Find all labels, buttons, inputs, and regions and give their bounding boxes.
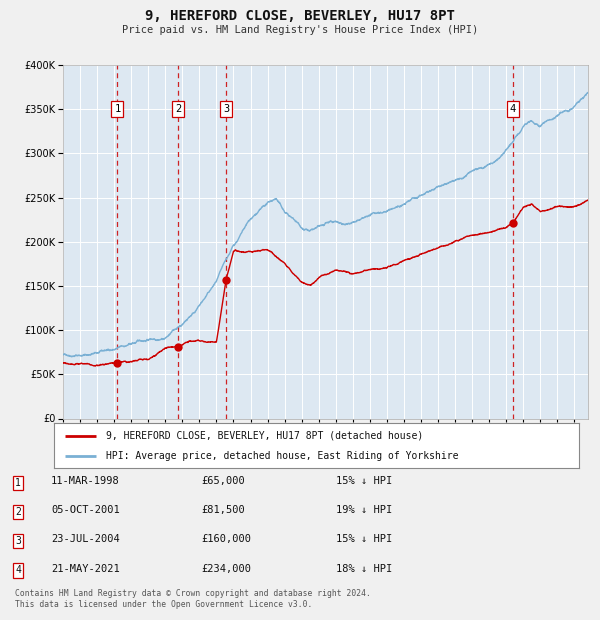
Text: Price paid vs. HM Land Registry's House Price Index (HPI): Price paid vs. HM Land Registry's House … [122, 25, 478, 35]
Text: 1: 1 [15, 478, 21, 488]
Text: 9, HEREFORD CLOSE, BEVERLEY, HU17 8PT (detached house): 9, HEREFORD CLOSE, BEVERLEY, HU17 8PT (d… [107, 430, 424, 441]
Text: 21-MAY-2021: 21-MAY-2021 [51, 564, 120, 574]
Text: 1: 1 [114, 104, 121, 114]
Text: Contains HM Land Registry data © Crown copyright and database right 2024.: Contains HM Land Registry data © Crown c… [15, 589, 371, 598]
Text: 11-MAR-1998: 11-MAR-1998 [51, 476, 120, 486]
Text: 15% ↓ HPI: 15% ↓ HPI [336, 476, 392, 486]
Text: 9, HEREFORD CLOSE, BEVERLEY, HU17 8PT: 9, HEREFORD CLOSE, BEVERLEY, HU17 8PT [145, 9, 455, 24]
Text: 4: 4 [510, 104, 516, 114]
Text: 3: 3 [15, 536, 21, 546]
Text: 2: 2 [15, 507, 21, 517]
Text: 2: 2 [175, 104, 181, 114]
Text: 15% ↓ HPI: 15% ↓ HPI [336, 534, 392, 544]
Text: 19% ↓ HPI: 19% ↓ HPI [336, 505, 392, 515]
Text: 05-OCT-2001: 05-OCT-2001 [51, 505, 120, 515]
Text: 3: 3 [223, 104, 229, 114]
Text: This data is licensed under the Open Government Licence v3.0.: This data is licensed under the Open Gov… [15, 600, 313, 609]
Text: £234,000: £234,000 [201, 564, 251, 574]
Text: 23-JUL-2004: 23-JUL-2004 [51, 534, 120, 544]
Text: HPI: Average price, detached house, East Riding of Yorkshire: HPI: Average price, detached house, East… [107, 451, 459, 461]
Text: £65,000: £65,000 [201, 476, 245, 486]
Text: 18% ↓ HPI: 18% ↓ HPI [336, 564, 392, 574]
Text: £81,500: £81,500 [201, 505, 245, 515]
Text: 4: 4 [15, 565, 21, 575]
Text: £160,000: £160,000 [201, 534, 251, 544]
